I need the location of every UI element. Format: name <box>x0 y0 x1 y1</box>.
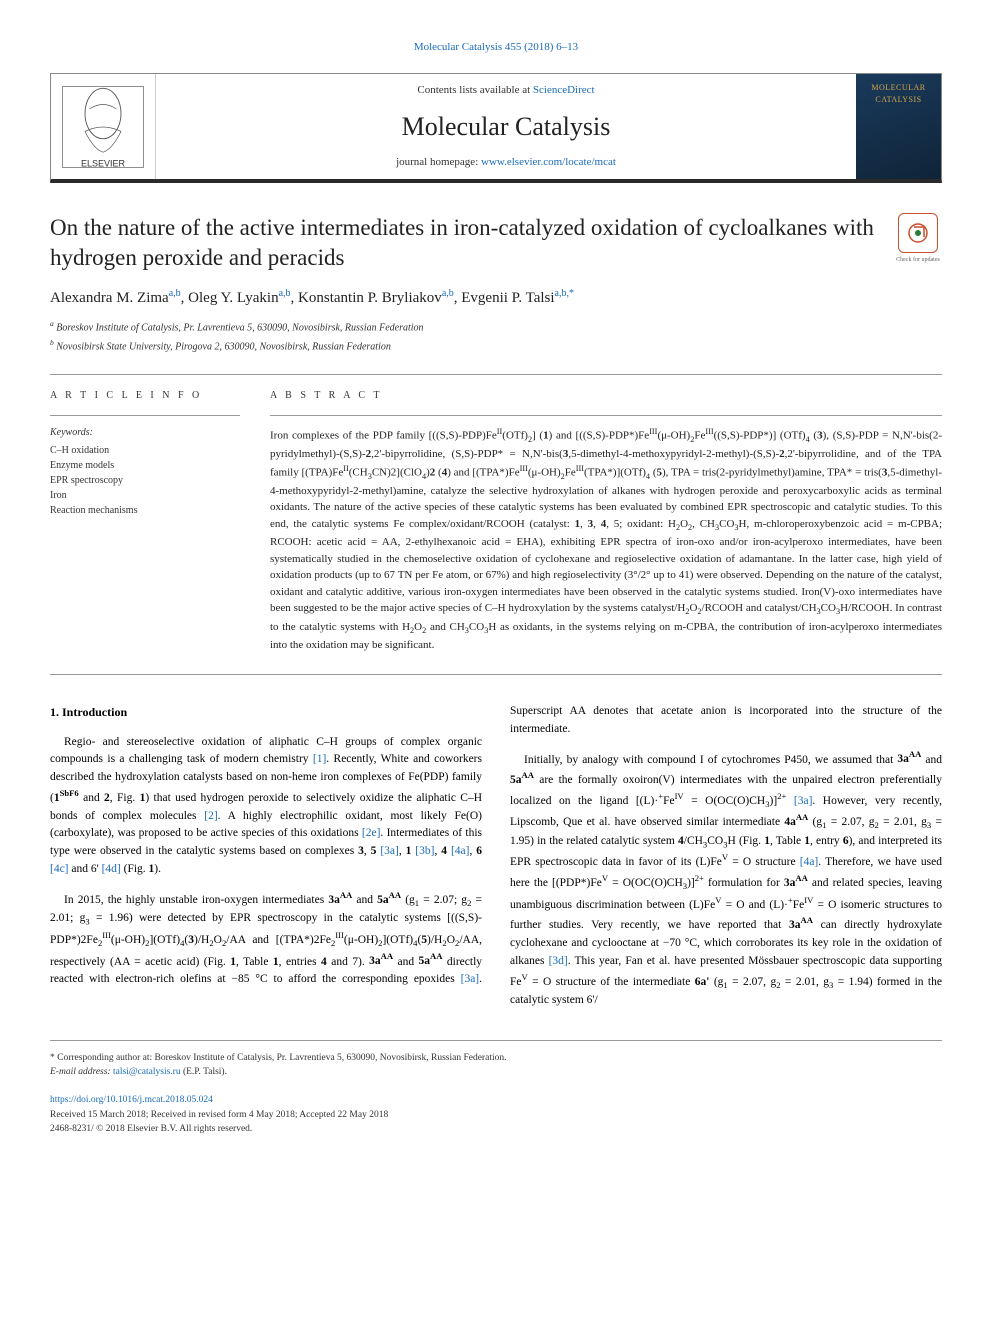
reference-link[interactable]: [3a] <box>461 973 480 985</box>
keyword-item: C–H oxidation <box>50 443 240 458</box>
contents-prefix: Contents lists available at <box>417 84 532 96</box>
author-affil-marker: a,b <box>442 288 454 299</box>
article-info-label: A R T I C L E I N F O <box>50 389 240 403</box>
elsevier-text: ELSEVIER <box>81 158 126 168</box>
cover-text-1: MOLECULAR <box>871 82 925 93</box>
abstract-text: Iron complexes of the PDP family [((S,S)… <box>270 426 942 654</box>
keyword-item: Reaction mechanisms <box>50 503 240 518</box>
reference-link[interactable]: [4a] <box>451 845 470 857</box>
affiliations: a Boreskov Institute of Catalysis, Pr. L… <box>50 319 942 354</box>
check-updates-icon <box>898 213 938 253</box>
author-name: Alexandra M. Zima <box>50 290 169 306</box>
check-updates-label: Check for updates <box>894 256 942 264</box>
author-affil-marker: a,b <box>279 288 291 299</box>
author-affil-marker: a,b,* <box>555 288 574 299</box>
authors-line: Alexandra M. Zimaa,b, Oleg Y. Lyakina,b,… <box>50 287 942 309</box>
email-label: E-mail address: <box>50 1067 113 1077</box>
journal-citation[interactable]: Molecular Catalysis 455 (2018) 6–13 <box>50 40 942 55</box>
reference-link[interactable]: [4d] <box>102 863 121 875</box>
author-affil-marker: a,b <box>169 288 181 299</box>
contents-line: Contents lists available at ScienceDirec… <box>156 83 856 98</box>
intro-heading: 1. Introduction <box>50 703 482 722</box>
divider-info <box>50 415 240 416</box>
affiliation-line: b Novosibirsk State University, Pirogova… <box>50 338 942 354</box>
footer-divider <box>50 1040 942 1041</box>
divider-abstract <box>270 415 942 416</box>
homepage-link[interactable]: www.elsevier.com/locate/mcat <box>481 156 616 168</box>
reference-link[interactable]: [3a] <box>794 795 813 807</box>
received-dates: Received 15 March 2018; Received in revi… <box>50 1110 388 1120</box>
author-name: Konstantin P. Bryliakov <box>298 290 442 306</box>
doi-link[interactable]: https://doi.org/10.1016/j.mcat.2018.05.0… <box>50 1095 213 1105</box>
reference-link[interactable]: [4a] <box>800 856 819 868</box>
corr-author-text: * Corresponding author at: Boreskov Inst… <box>50 1051 942 1065</box>
journal-cover-thumb: MOLECULAR CATALYSIS <box>856 74 941 179</box>
body-paragraph: Initially, by analogy with compound I of… <box>510 749 942 1010</box>
abstract-panel: A B S T R A C T Iron complexes of the PD… <box>270 389 942 654</box>
homepage-line: journal homepage: www.elsevier.com/locat… <box>156 155 856 170</box>
article-title: On the nature of the active intermediate… <box>50 213 874 273</box>
divider-top <box>50 374 942 375</box>
reference-link[interactable]: [3d] <box>549 955 568 967</box>
sciencedirect-link[interactable]: ScienceDirect <box>533 84 595 96</box>
author-name: Oleg Y. Lyakin <box>188 290 278 306</box>
divider-bottom <box>50 674 942 675</box>
abstract-label: A B S T R A C T <box>270 389 942 403</box>
reference-link[interactable]: [3b] <box>415 845 434 857</box>
journal-header: ELSEVIER Contents lists available at Sci… <box>50 73 942 183</box>
keyword-item: Enzyme models <box>50 458 240 473</box>
corresponding-author-note: * Corresponding author at: Boreskov Inst… <box>50 1051 942 1080</box>
journal-name: Molecular Catalysis <box>156 109 856 145</box>
reference-link[interactable]: [2] <box>204 810 217 822</box>
keyword-item: Iron <box>50 488 240 503</box>
keywords-label: Keywords: <box>50 426 240 440</box>
reference-link[interactable]: [1] <box>313 753 326 765</box>
author-name: Evgenii P. Talsi <box>461 290 554 306</box>
affiliation-line: a Boreskov Institute of Catalysis, Pr. L… <box>50 319 942 335</box>
elsevier-logo: ELSEVIER <box>51 74 156 179</box>
email-link[interactable]: talsi@catalysis.ru <box>113 1067 181 1077</box>
cover-text-2: CATALYSIS <box>875 94 921 105</box>
keyword-item: EPR spectroscopy <box>50 473 240 488</box>
article-info-panel: A R T I C L E I N F O Keywords: C–H oxid… <box>50 389 240 654</box>
body-paragraph: Regio- and stereoselective oxidation of … <box>50 734 482 879</box>
header-center: Contents lists available at ScienceDirec… <box>156 75 856 178</box>
homepage-prefix: journal homepage: <box>396 156 481 168</box>
check-updates-widget[interactable]: Check for updates <box>894 213 942 264</box>
reference-link[interactable]: [3a] <box>380 845 399 857</box>
reference-link[interactable]: [4c] <box>50 863 69 875</box>
email-suffix: (E.P. Talsi). <box>181 1067 227 1077</box>
reference-link[interactable]: [2e] <box>362 827 381 839</box>
doi-block: https://doi.org/10.1016/j.mcat.2018.05.0… <box>50 1093 942 1136</box>
copyright-line: 2468-8231/ © 2018 Elsevier B.V. All righ… <box>50 1124 252 1134</box>
